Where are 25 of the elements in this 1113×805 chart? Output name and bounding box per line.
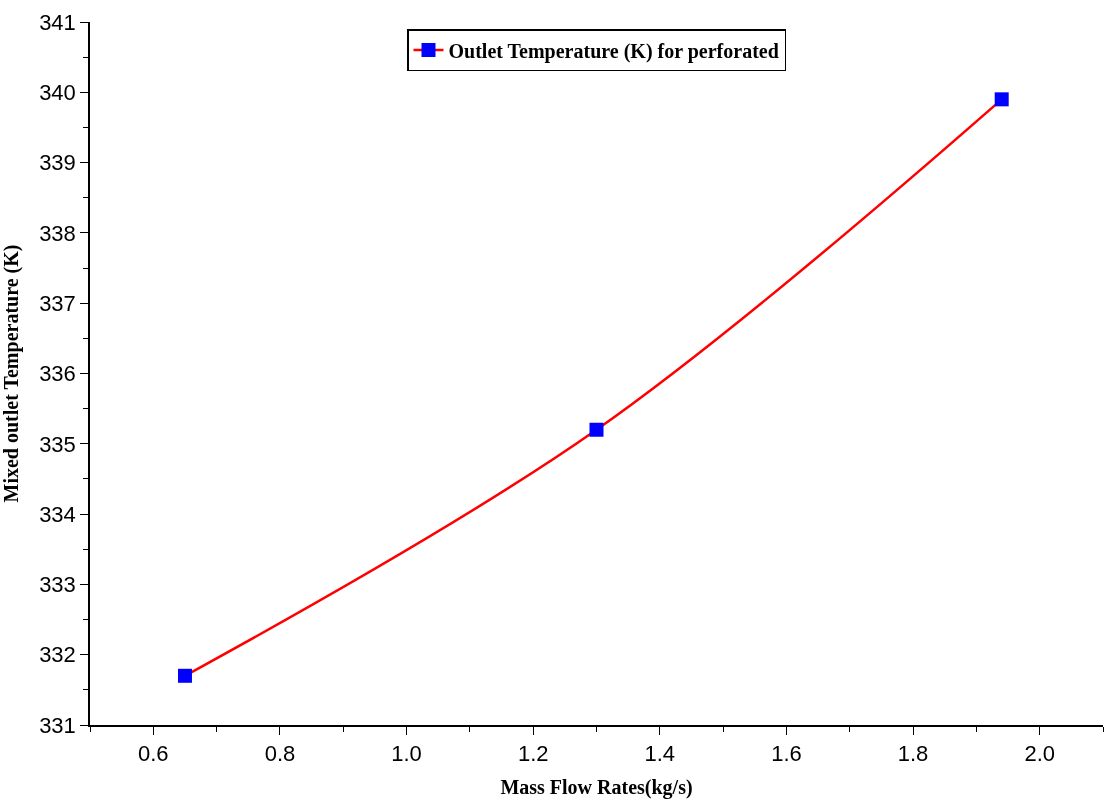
y-tick-label: 331 — [39, 712, 76, 738]
y-tick-label: 339 — [39, 150, 76, 176]
y-tick-label: 332 — [39, 642, 76, 668]
legend-label: Outlet Temperature (K) for perforated — [448, 39, 779, 63]
y-tick-label: 341 — [39, 9, 76, 35]
y-tick-label: 333 — [39, 572, 76, 598]
x-tick-label: 0.6 — [138, 741, 169, 767]
y-tick-label: 335 — [39, 431, 76, 457]
x-axis-title: Mass Flow Rates(kg/s) — [500, 776, 693, 800]
x-tick-label: 2.0 — [1024, 741, 1055, 767]
y-tick-label: 334 — [39, 501, 76, 527]
point — [589, 422, 604, 437]
y-tick-label: 337 — [39, 290, 76, 316]
y-tick-label: 340 — [39, 80, 76, 105]
x-tick-label: 1.6 — [771, 741, 802, 767]
y-tick-label: 336 — [39, 361, 76, 387]
x-tick-label: 1.2 — [517, 741, 549, 767]
x-tick-label: 1.4 — [644, 741, 676, 767]
y-axis-title: Mixed outlet Temperature (K) — [0, 244, 24, 503]
y-tick-label: 338 — [39, 220, 76, 246]
x-tick-label: 1.8 — [897, 741, 929, 767]
x-tick-label: 0.8 — [264, 741, 296, 767]
point — [994, 92, 1009, 107]
x-tick-label: 1.0 — [391, 741, 422, 767]
point — [177, 668, 192, 683]
